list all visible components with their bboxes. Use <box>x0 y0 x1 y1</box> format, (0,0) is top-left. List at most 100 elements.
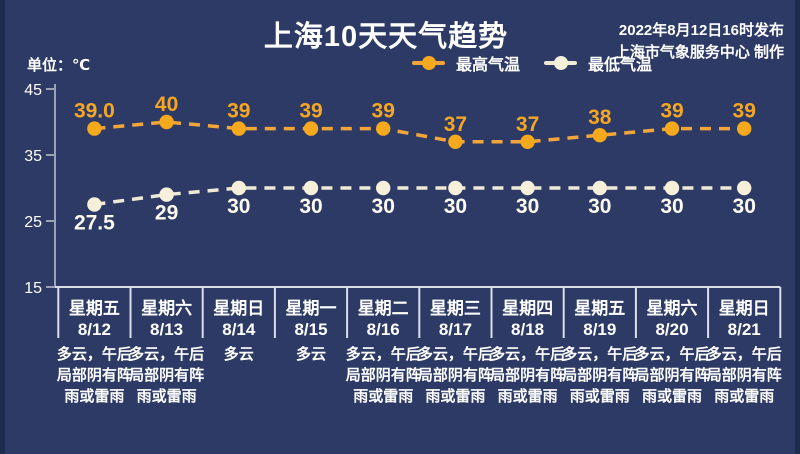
weekday-label: 星期日 <box>213 299 264 318</box>
weather-text: 局部阴有阵 <box>706 366 782 384</box>
weather-text: 局部阴有阵 <box>489 366 565 384</box>
high-temp-value-label: 39 <box>733 100 756 123</box>
low-temp-value-label: 30 <box>588 195 611 218</box>
low-temp-marker <box>448 180 463 196</box>
high-temp-value-label: 37 <box>444 113 467 136</box>
high-temp-value-label: 40 <box>155 93 178 116</box>
high-temp-value-label: 39 <box>372 100 395 123</box>
weather-text: 多云，午后 <box>490 345 565 363</box>
y-tick-label: 45 <box>24 82 42 99</box>
high-temp-marker <box>87 121 102 136</box>
low-temp-value-label: 30 <box>444 195 467 218</box>
weather-text: 雨或雷雨 <box>353 387 413 405</box>
weather-text: 雨或雷雨 <box>570 387 630 405</box>
high-temp-line <box>94 120 745 144</box>
high-temp-marker <box>520 134 535 149</box>
low-temp-value-label: 30 <box>516 195 539 218</box>
low-temp-marker <box>737 180 752 196</box>
high-temp-value-label: 39 <box>227 100 250 123</box>
high-temp-value-label: 39 <box>299 100 322 123</box>
weather-text: 多云 <box>296 345 326 363</box>
low-temp-dot-icon <box>553 56 568 70</box>
low-temp-value-label: 30 <box>299 195 322 218</box>
weather-text: 局部阴有阵 <box>417 366 493 384</box>
publish-info: 2022年8月12日16时发布 上海市气象服务中心 制作 <box>615 20 784 64</box>
weather-text: 局部阴有阵 <box>128 366 204 384</box>
weekday-label: 星期六 <box>647 298 698 318</box>
weather-text: 多云，午后 <box>562 345 637 363</box>
weekday-label: 星期五 <box>574 299 625 318</box>
date-label: 8/17 <box>439 320 472 339</box>
publish-author: 上海市气象服务中心 制作 <box>614 44 784 61</box>
weather-text: 雨或雷雨 <box>714 387 774 405</box>
high-temp-marker <box>303 121 319 136</box>
weekday-label: 星期五 <box>69 299 120 318</box>
high-temp-value-label: 39.0 <box>74 100 115 123</box>
low-temp-line <box>94 186 745 207</box>
high-temp-line-icon <box>412 56 445 70</box>
high-temp-dot-icon <box>421 56 436 70</box>
weather-text: 局部阴有阵 <box>633 366 709 384</box>
low-temp-value-label: 30 <box>660 195 683 218</box>
low-temp-line-icon <box>544 56 578 70</box>
weather-text: 多云，午后 <box>346 345 421 363</box>
low-temp-marker <box>664 180 680 196</box>
high-temp-marker <box>231 121 246 136</box>
high-temp-value-label: 39 <box>660 100 683 123</box>
high-temp-marker <box>448 134 463 149</box>
date-label: 8/13 <box>150 320 183 339</box>
low-temp-marker <box>520 180 535 196</box>
legend-low-label: 最低气温 <box>588 57 653 74</box>
high-temp-marker <box>737 121 752 136</box>
weather-text: 局部阴有阵 <box>561 366 637 384</box>
chart-legend: 最高气温 最低气温 <box>412 51 652 75</box>
y-tick-label: 35 <box>24 148 42 165</box>
high-temp-marker <box>664 121 680 136</box>
date-label: 8/21 <box>728 320 761 339</box>
high-temp-marker <box>592 128 607 143</box>
right-edge-bar <box>795 0 800 454</box>
low-temp-marker <box>231 180 246 196</box>
high-temp-value-label: 37 <box>516 113 539 136</box>
y-tick-label: 25 <box>24 214 42 231</box>
low-temp-value-label: 30 <box>733 195 756 218</box>
high-temp-marker <box>376 121 391 136</box>
axis-unit-label: 单位：℃ <box>27 57 91 74</box>
low-temp-value-label: 27.5 <box>74 212 115 235</box>
date-label: 8/12 <box>78 320 111 339</box>
legend-high-label: 最高气温 <box>456 57 521 74</box>
date-label: 8/15 <box>294 320 327 339</box>
low-temp-marker <box>376 180 391 196</box>
weekday-label: 星期一 <box>286 299 337 318</box>
weekday-label: 星期三 <box>430 299 481 318</box>
low-temp-value-label: 30 <box>372 195 395 218</box>
high-temp-value-label: 38 <box>588 106 612 129</box>
page-title: 上海10天天气趋势 <box>263 21 509 53</box>
left-edge-bar <box>0 0 5 454</box>
weather-text: 多云，午后 <box>129 345 204 363</box>
weather-text: 多云，午后 <box>707 345 782 363</box>
weekday-label: 星期二 <box>358 299 409 318</box>
weather-text: 雨或雷雨 <box>498 387 558 405</box>
high-temp-marker <box>159 114 174 130</box>
weather-text: 雨或雷雨 <box>137 387 197 405</box>
weather-text: 多云，午后 <box>418 345 493 363</box>
weather-text: 雨或雷雨 <box>425 387 485 405</box>
low-temp-value-label: 30 <box>227 195 250 218</box>
publish-date: 2022年8月12日16时发布 <box>618 22 784 39</box>
low-temp-value-label: 29 <box>155 202 178 225</box>
weekday-label: 星期六 <box>141 298 192 318</box>
low-temp-marker <box>159 187 174 202</box>
weather-text: 雨或雷雨 <box>64 387 124 405</box>
weather-text: 雨或雷雨 <box>642 387 702 405</box>
date-label: 8/18 <box>511 320 544 339</box>
weather-text: 局部阴有阵 <box>345 366 421 384</box>
low-temp-marker <box>303 180 319 196</box>
date-label: 8/14 <box>222 320 256 339</box>
weather-text: 多云，午后 <box>57 345 132 363</box>
legend-item-high: 最高气温 <box>412 51 520 75</box>
weather-text: 多云 <box>224 345 254 363</box>
date-label: 8/19 <box>583 320 616 339</box>
